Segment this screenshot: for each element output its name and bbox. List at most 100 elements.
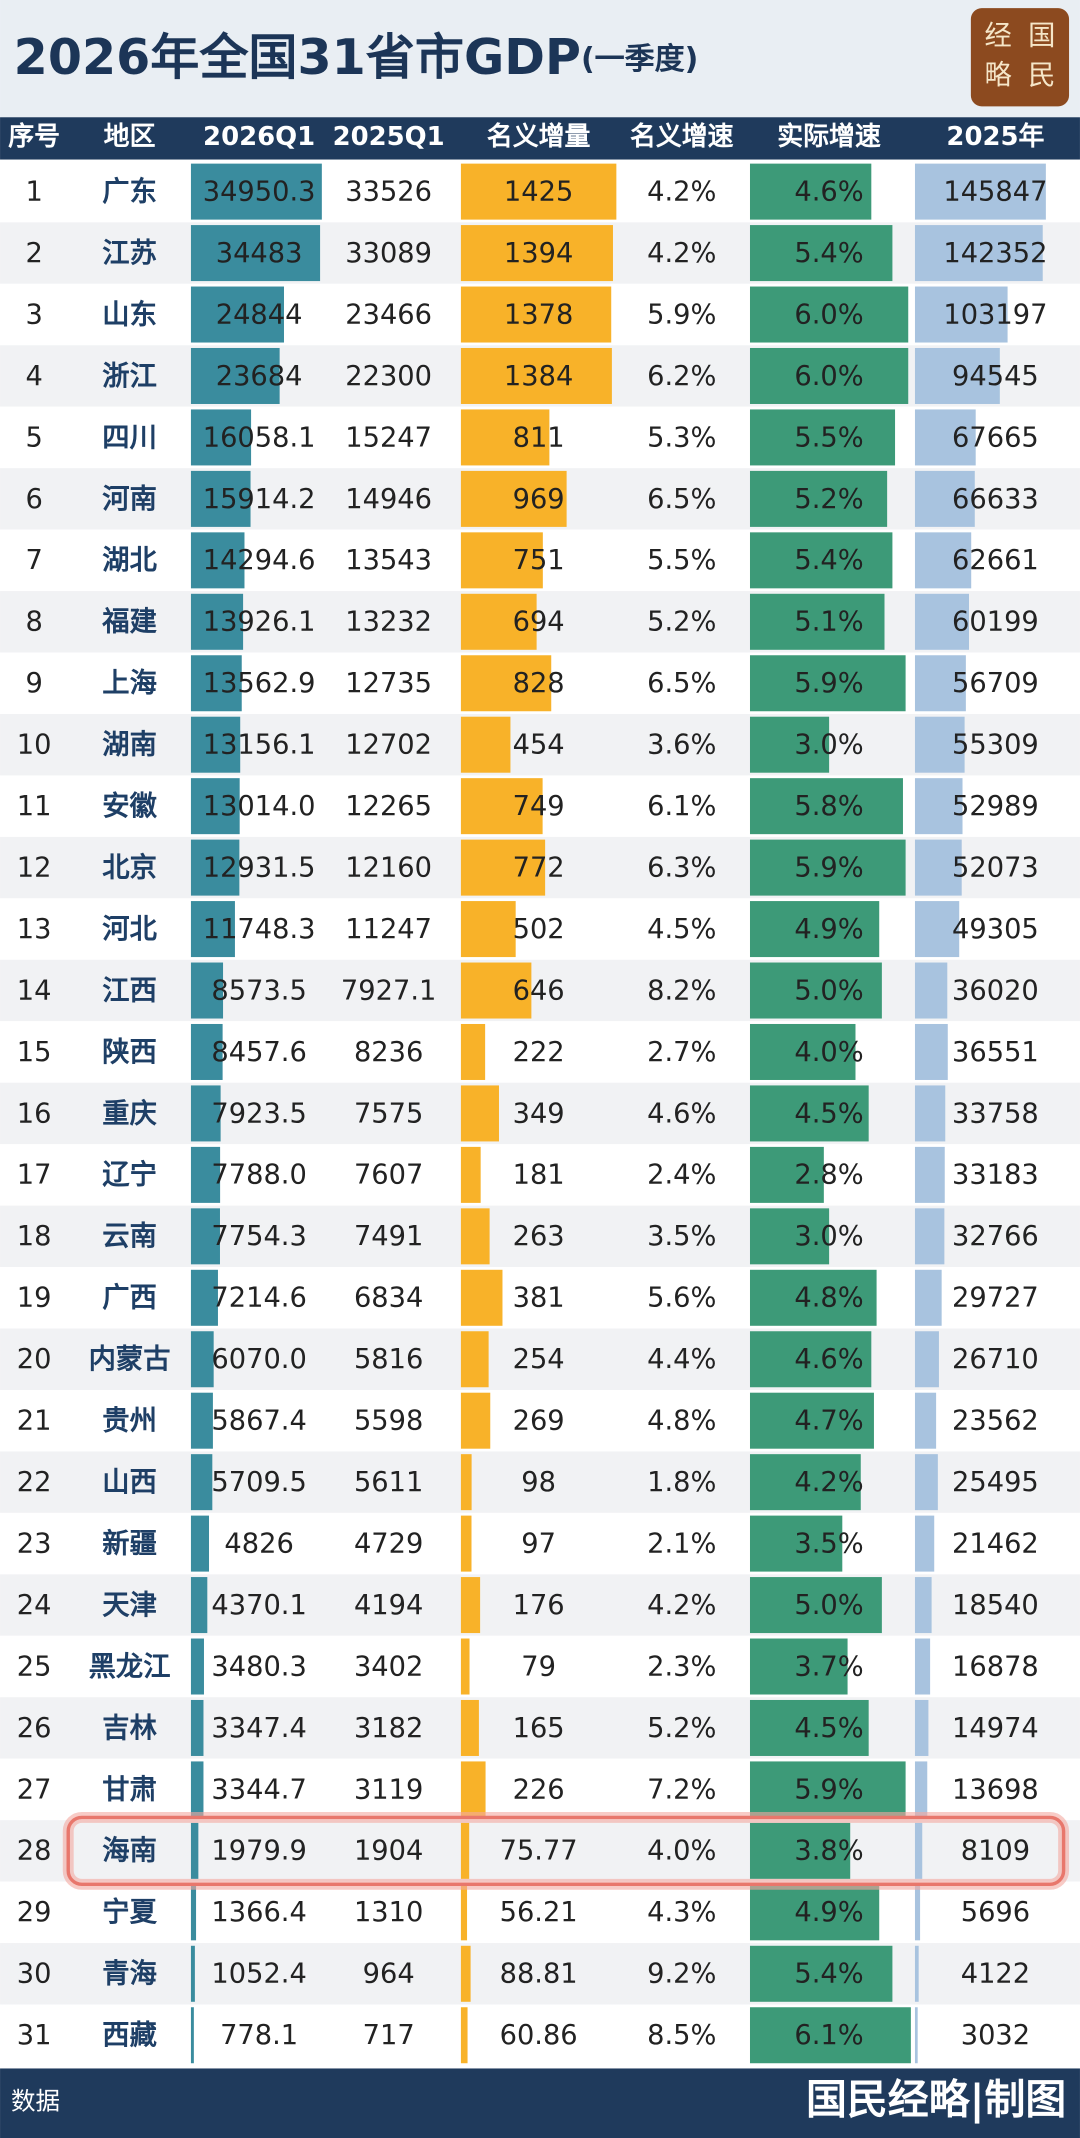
title-main: 2026年全国31省市GDP <box>14 27 581 85</box>
data-bar <box>914 1945 919 2002</box>
region-name: 四川 <box>102 422 157 453</box>
cell-text: 16 <box>17 1098 52 1129</box>
cell-text: 502 <box>513 914 565 945</box>
data-bar <box>914 839 962 896</box>
data-bar <box>914 409 976 466</box>
data-bar <box>749 1822 851 1879</box>
data-bar <box>190 2007 194 2064</box>
cell-text: 30 <box>17 1959 52 1990</box>
data-bar <box>914 347 1000 404</box>
cell-text: 5867.4 <box>211 1406 306 1437</box>
cell-text: 8236 <box>354 1037 423 1068</box>
cell-text: 5.8% <box>794 791 863 822</box>
cell-text: 8 <box>25 607 42 638</box>
cell-text: 13014.0 <box>203 791 316 822</box>
cell-text: 8.5% <box>647 2020 716 2051</box>
cell-text: 964 <box>363 1959 415 1990</box>
cell-text: 6.0% <box>794 361 863 392</box>
data-bar <box>914 1392 937 1449</box>
cell-text: 3032 <box>961 2020 1030 2051</box>
cell-text: 88.81 <box>500 1959 578 1990</box>
cell-text: 4826 <box>224 1528 293 1559</box>
data-bar <box>190 409 252 466</box>
cell-text: 349 <box>513 1098 565 1129</box>
cell-text: 1052.4 <box>211 1959 306 1990</box>
cell-text: 17 <box>17 1160 52 1191</box>
data-bar <box>749 1085 869 1142</box>
cell-text: 5.2% <box>647 1713 716 1744</box>
data-bar <box>460 1331 489 1388</box>
cell-text: 3.0% <box>794 730 863 761</box>
cell-text: 23684 <box>216 361 303 392</box>
region-name: 江苏 <box>102 238 157 269</box>
cell-text: 49305 <box>952 914 1039 945</box>
data-bar <box>749 1208 830 1265</box>
data-bar <box>460 1392 491 1449</box>
region-name: 河南 <box>102 484 157 515</box>
cell-text: 4729 <box>354 1528 423 1559</box>
region-name: 甘肃 <box>102 1774 157 1805</box>
data-bar <box>914 901 960 958</box>
cell-text: 67665 <box>952 422 1039 453</box>
data-bar <box>460 1638 470 1695</box>
cell-text: 142352 <box>943 238 1047 269</box>
data-bar <box>914 286 1008 343</box>
cell-text: 79 <box>521 1651 556 1682</box>
cell-text: 5611 <box>354 1467 423 1498</box>
data-bar <box>749 1761 906 1818</box>
data-bar <box>914 1269 942 1326</box>
data-bar <box>460 1515 472 1572</box>
cell-text: 7607 <box>354 1160 423 1191</box>
data-bar <box>460 1822 470 1879</box>
data-bar <box>914 470 975 527</box>
cell-text: 6.2% <box>647 361 716 392</box>
row-background <box>0 1021 1080 1083</box>
cell-text: 12265 <box>345 791 432 822</box>
cell-text: 3480.3 <box>211 1651 306 1682</box>
cell-text: 969 <box>513 484 565 515</box>
data-bar <box>190 1085 221 1142</box>
cell-text: 5.0% <box>794 975 863 1006</box>
data-bar <box>460 163 617 220</box>
cell-text: 4.0% <box>794 1037 863 1068</box>
data-bar <box>460 225 613 282</box>
data-bar <box>460 962 532 1019</box>
cell-text: 3 <box>25 299 42 330</box>
cell-text: 31 <box>17 2020 52 2051</box>
data-bar <box>914 1761 928 1818</box>
cell-text: 52989 <box>952 791 1039 822</box>
cell-text: 4194 <box>354 1590 423 1621</box>
cell-text: 26 <box>17 1713 52 1744</box>
data-bar <box>460 2007 468 2064</box>
data-bar <box>749 225 893 282</box>
data-bar <box>749 470 888 527</box>
cell-text: 16878 <box>952 1651 1039 1682</box>
cell-text: 13156.1 <box>203 730 316 761</box>
row-background <box>0 1512 1080 1575</box>
data-bar <box>190 532 245 589</box>
data-bar <box>460 593 537 650</box>
cell-text: 2.3% <box>647 1651 716 1682</box>
cell-text: 1425 <box>504 176 573 207</box>
cell-text: 60199 <box>952 607 1039 638</box>
row-background <box>0 898 1080 960</box>
highlight-box <box>66 1815 1066 1887</box>
cell-text: 11247 <box>345 914 432 945</box>
cell-text: 23466 <box>345 299 432 330</box>
cell-text: 56.21 <box>500 1897 578 1928</box>
cell-text: 11 <box>17 791 52 822</box>
row-background <box>0 713 1080 776</box>
cell-text: 25 <box>17 1651 52 1682</box>
data-bar <box>914 225 1043 282</box>
cell-text: 254 <box>513 1344 565 1375</box>
logo-box <box>970 8 1070 107</box>
data-bar <box>914 962 948 1019</box>
cell-text: 6.0% <box>794 299 863 330</box>
cell-text: 14294.6 <box>203 545 316 576</box>
row-background <box>0 1451 1080 1513</box>
cell-text: 263 <box>513 1221 565 1252</box>
column-header: 2025Q1 <box>333 122 445 152</box>
cell-text: 60.86 <box>500 2020 578 2051</box>
region-name: 重庆 <box>102 1097 157 1129</box>
cell-text: 3119 <box>354 1774 423 1805</box>
